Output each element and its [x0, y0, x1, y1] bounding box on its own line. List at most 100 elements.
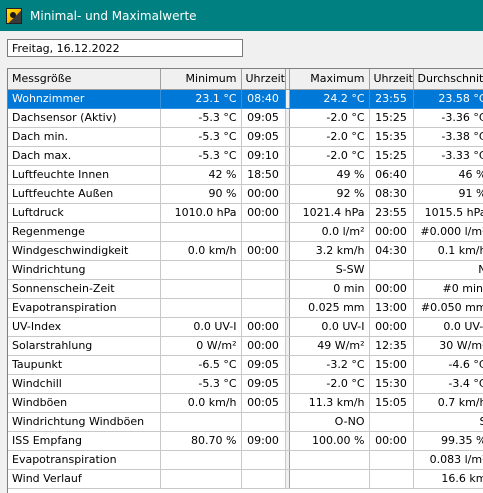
column-separator: [284, 241, 290, 261]
table-row[interactable]: Windgeschwindigkeit 0.0 km/h 00:00 3.2 km/h…: [8, 241, 483, 261]
cell-max-uhrzeit: 15:30: [369, 374, 414, 394]
cell-min-uhrzeit: 00:00: [241, 336, 286, 356]
cell-messgroesse: Taupunkt: [8, 355, 161, 375]
cell-min-uhrzeit: 00:00: [241, 203, 286, 223]
cell-durchschnitt: #0.000 l/m²: [413, 222, 483, 242]
cell-durchschnitt: 1015.5 hPa: [413, 203, 483, 223]
column-separator: [284, 222, 290, 242]
table-row[interactable]: Evapotranspiration 0.025 mm 13:00 #0.050 mm: [8, 298, 483, 318]
cell-messgroesse: Windrichtung: [8, 260, 161, 280]
cell-minimum: -5.3 °C: [160, 127, 242, 147]
cell-min-uhrzeit: [241, 260, 286, 280]
cell-max-uhrzeit: [369, 450, 414, 470]
table-row[interactable]: Windböen 0.0 km/h 00:05 11.3 km/h 15:05 0.7 k…: [8, 393, 483, 413]
cell-maximum: S-SW: [289, 260, 370, 280]
column-separator: [284, 393, 290, 413]
cell-maximum: [289, 469, 370, 489]
cell-messgroesse: Dach min.: [8, 127, 161, 147]
cell-minimum: 0.0 km/h: [160, 393, 242, 413]
table-row[interactable]: Windrichtung S-SW N: [8, 260, 483, 280]
column-separator: [284, 146, 290, 166]
table-row[interactable]: Windrichtung Windböen O-NO S: [8, 412, 483, 432]
table-row[interactable]: Windchill -5.3 °C 09:05 -2.0 °C 15:30 -3.4 °C: [8, 374, 483, 394]
cell-minimum: [160, 412, 242, 432]
cell-messgroesse: Solarstrahlung: [8, 336, 161, 356]
cell-durchschnitt: #0.050 mm: [413, 298, 483, 318]
cell-max-uhrzeit: [369, 260, 414, 280]
table-row[interactable]: Wind Verlauf 16.6 km: [8, 469, 483, 489]
cell-max-uhrzeit: [369, 412, 414, 432]
table-row[interactable]: Dachsensor (Aktiv) -5.3 °C 09:05 -2.0 °C 15:…: [8, 108, 483, 128]
cell-durchschnitt: 91 %: [413, 184, 483, 204]
table-row[interactable]: Sonnenschein-Zeit 0 min 00:00 #0 min.: [8, 279, 483, 299]
column-separator: [284, 469, 290, 489]
table-row[interactable]: Dach min. -5.3 °C 09:05 -2.0 °C 15:35 -3.38 °…: [8, 127, 483, 147]
column-separator: [284, 431, 290, 451]
cell-min-uhrzeit: 09:05: [241, 108, 286, 128]
cell-minimum: 0 W/m²: [160, 336, 242, 356]
table-row[interactable]: UV-Index 0.0 UV-I 00:00 0.0 UV-I 00:00 0.0 UV…: [8, 317, 483, 337]
cell-min-uhrzeit: 18:50: [241, 165, 286, 185]
header-messgroesse[interactable]: Messgröße: [8, 69, 161, 90]
cell-maximum: 1021.4 hPa: [289, 203, 370, 223]
cell-minimum: -5.3 °C: [160, 146, 242, 166]
cell-maximum: 0 min: [289, 279, 370, 299]
table-row[interactable]: Dach max. -5.3 °C 09:10 -2.0 °C 15:25 -3.33 °…: [8, 146, 483, 166]
table-row[interactable]: ISS Empfang 80.70 % 09:00 100.00 % 00:00 99.3…: [8, 431, 483, 451]
cell-messgroesse: Evapotranspiration: [8, 450, 161, 470]
cell-min-uhrzeit: [241, 450, 286, 470]
cell-durchschnitt: #0 min.: [413, 279, 483, 299]
cell-messgroesse: Windchill: [8, 374, 161, 394]
cell-minimum: 0.0 UV-I: [160, 317, 242, 337]
table-row[interactable]: Regenmenge 0.0 l/m² 00:00 #0.000 l/m²: [8, 222, 483, 242]
table-row[interactable]: Evapotranspiration 0.083 l/m²: [8, 450, 483, 470]
cell-maximum: 24.2 °C: [289, 89, 370, 109]
table-row[interactable]: Wohnzimmer 23.1 °C 08:40 24.2 °C 23:55 23.58 …: [8, 89, 483, 109]
cell-maximum: 3.2 km/h: [289, 241, 370, 261]
column-separator: [284, 184, 290, 204]
table-row[interactable]: Luftdruck 1010.0 hPa 00:00 1021.4 hPa 23:55 1…: [8, 203, 483, 223]
cell-max-uhrzeit: 13:00: [369, 298, 414, 318]
cell-messgroesse: ISS Empfang: [8, 431, 161, 451]
header-minimum[interactable]: Minimum: [160, 69, 242, 90]
cell-max-uhrzeit: 15:05: [369, 393, 414, 413]
cell-durchschnitt: 0.0 UV-I: [413, 317, 483, 337]
cell-max-uhrzeit: 15:25: [369, 108, 414, 128]
cell-maximum: -2.0 °C: [289, 127, 370, 147]
cell-minimum: 0.0 km/h: [160, 241, 242, 261]
cell-maximum: 92 %: [289, 184, 370, 204]
cell-maximum: 0.0 l/m²: [289, 222, 370, 242]
cell-durchschnitt: 16.6 km: [413, 469, 483, 489]
cell-durchschnitt: N: [413, 260, 483, 280]
cell-durchschnitt: 46 %: [413, 165, 483, 185]
table-body: Wohnzimmer 23.1 °C 08:40 24.2 °C 23:55 23.58 …: [8, 89, 483, 489]
cell-messgroesse: Dachsensor (Aktiv): [8, 108, 161, 128]
table-row[interactable]: Taupunkt -6.5 °C 09:05 -3.2 °C 15:00 -4.6 °C: [8, 355, 483, 375]
minmax-table[interactable]: Messgröße Minimum Uhrzeit Maximum Uhrzei…: [7, 68, 483, 493]
column-separator: [284, 108, 290, 128]
cell-max-uhrzeit: 04:30: [369, 241, 414, 261]
column-separator: [284, 203, 290, 223]
cell-max-uhrzeit: 15:35: [369, 127, 414, 147]
cell-max-uhrzeit: 00:00: [369, 279, 414, 299]
cell-maximum: -2.0 °C: [289, 108, 370, 128]
header-durchschnitt[interactable]: Durchschnitt: [413, 69, 483, 90]
column-separator: [284, 374, 290, 394]
column-separator: [284, 336, 290, 356]
cell-max-uhrzeit: 00:00: [369, 431, 414, 451]
cell-durchschnitt: 23.58 °C: [413, 89, 483, 109]
window-titlebar[interactable]: Minimal- und Maximalwerte: [0, 0, 483, 31]
header-max-uhrzeit[interactable]: Uhrzeit: [369, 69, 414, 90]
cell-durchschnitt: S: [413, 412, 483, 432]
header-min-uhrzeit[interactable]: Uhrzeit: [241, 69, 286, 90]
cell-max-uhrzeit: [369, 469, 414, 489]
cell-messgroesse: Windrichtung Windböen: [8, 412, 161, 432]
cell-minimum: 80.70 %: [160, 431, 242, 451]
cell-min-uhrzeit: 09:10: [241, 146, 286, 166]
date-field[interactable]: Freitag, 16.12.2022: [7, 39, 243, 57]
header-maximum[interactable]: Maximum: [289, 69, 370, 90]
table-row[interactable]: Solarstrahlung 0 W/m² 00:00 49 W/m² 12:35 30 …: [8, 336, 483, 356]
column-separator: [284, 279, 290, 299]
